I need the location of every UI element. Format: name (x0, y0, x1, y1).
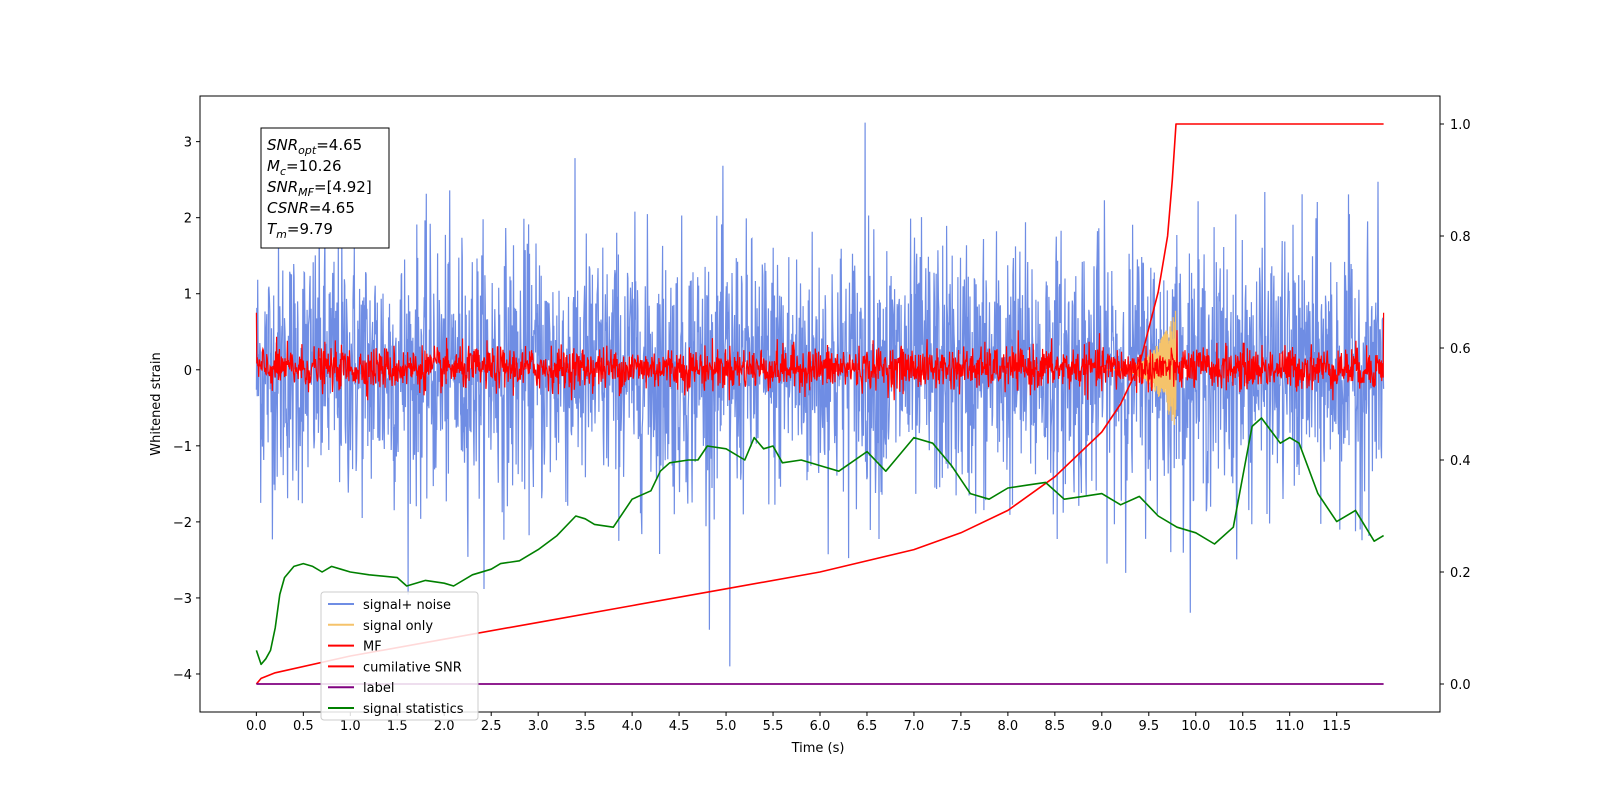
x-axis: 0.0 0.5 1.0 1.5 2.0 2.5 3.0 3.5 4.0 4.5 5.0 5.5 6.0 6… (246, 712, 1351, 734)
y2-tick-label: 0.2 (1450, 566, 1471, 581)
x-axis-title: Time (s) (791, 741, 845, 756)
x-tick-label: 7.5 (951, 719, 972, 734)
y2-tick-label: 1.0 (1450, 118, 1471, 133)
legend-label: signal statistics (363, 702, 464, 717)
x-tick-label: 9.0 (1091, 719, 1112, 734)
legend-frame (320, 591, 479, 721)
x-tick-label: 4.0 (622, 719, 643, 734)
y-axis-title: Whitened strain (149, 352, 164, 455)
x-tick-label: 8.5 (1045, 719, 1066, 734)
y2-tick-label: 0.6 (1450, 342, 1471, 357)
info-box-line: SNRMF=[4.92] (267, 178, 372, 199)
x-tick-label: 1.5 (387, 719, 408, 734)
mf-series (255, 312, 1385, 401)
x-tick-label: 2.5 (481, 719, 502, 734)
y-tick-label: −4 (173, 668, 192, 683)
y-tick-label: 3 (184, 136, 192, 151)
info-box-line: CSNR=4.65 (267, 199, 355, 217)
signal-noise-series (255, 122, 1385, 667)
x-tick-label: 0.5 (293, 719, 314, 734)
x-tick-label: 2.0 (434, 719, 455, 734)
info-box-line: Mc=10.26 (267, 157, 342, 178)
x-tick-label: 3.5 (575, 719, 596, 734)
y-tick-label: −1 (173, 440, 192, 455)
y-axis-left: 3 2 1 0 −1 −2 −3 −4 (173, 136, 200, 683)
y2-tick-label: 0.4 (1450, 454, 1471, 469)
info-box-line: Tm=9.79 (267, 220, 333, 241)
x-tick-label: 8.0 (998, 719, 1019, 734)
x-tick-label: 6.5 (857, 719, 878, 734)
x-tick-label: 4.5 (669, 719, 690, 734)
x-tick-label: 10.0 (1181, 719, 1210, 734)
legend-label: cumilative SNR (363, 660, 462, 675)
y-tick-label: −3 (173, 592, 192, 607)
x-tick-label: 9.5 (1138, 719, 1159, 734)
y-axis-right: 1.0 0.8 0.6 0.4 0.2 0.0 (1440, 118, 1471, 693)
y-tick-label: 1 (184, 288, 192, 303)
x-tick-label: 0.0 (246, 719, 267, 734)
metrics-info-box: SNRopt=4.65Mc=10.26SNRMF=[4.92]CSNR=4.65… (260, 127, 390, 249)
x-tick-label: 6.0 (810, 719, 831, 734)
x-tick-label: 5.0 (716, 719, 737, 734)
legend-label: signal+ noise (363, 598, 451, 613)
x-tick-label: 7.0 (904, 719, 925, 734)
x-tick-label: 11.5 (1322, 719, 1351, 734)
x-tick-label: 3.0 (528, 719, 549, 734)
y-tick-label: 2 (184, 212, 192, 227)
info-box-line: SNRopt=4.65 (267, 136, 362, 157)
legend-label: label (363, 681, 394, 696)
y-tick-label: −2 (173, 516, 192, 531)
x-tick-label: 5.5 (763, 719, 784, 734)
x-tick-label: 11.0 (1275, 719, 1304, 734)
legend-label: signal only (363, 619, 433, 634)
signal-statistics-series (255, 417, 1385, 666)
y-tick-label: 0 (184, 364, 192, 379)
y2-tick-label: 0.0 (1450, 678, 1471, 693)
info-box-frame (260, 127, 390, 249)
legend: signal+ noise signal only MF cumilative SNR… (320, 591, 479, 721)
y2-tick-label: 0.8 (1450, 230, 1471, 245)
x-tick-label: 10.5 (1228, 719, 1257, 734)
legend-label: MF (363, 640, 382, 655)
x-tick-label: 1.0 (340, 719, 361, 734)
